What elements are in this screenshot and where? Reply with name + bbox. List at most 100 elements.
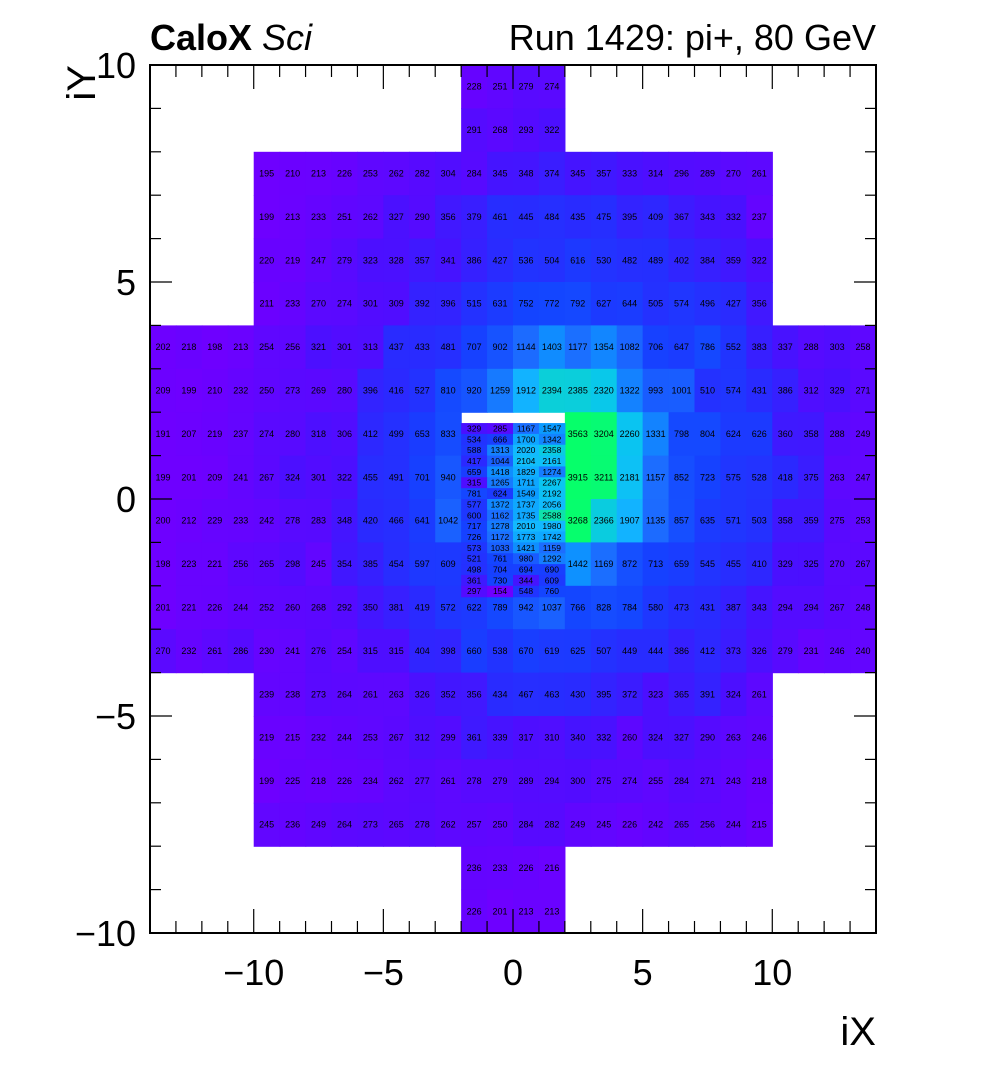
cell-value-label: 218 xyxy=(752,776,767,786)
heatmap-cell xyxy=(772,368,799,413)
heatmap-cell xyxy=(201,325,229,370)
cell-value-label: 279 xyxy=(778,646,793,656)
heatmap-cell xyxy=(746,802,773,847)
cell-value-label: 365 xyxy=(674,689,689,699)
heatmap-cell xyxy=(253,672,281,717)
heatmap-cell xyxy=(616,325,644,370)
heatmap-cell xyxy=(305,499,333,543)
cell-value-label: 286 xyxy=(233,646,248,656)
cell-value-label: 1322 xyxy=(620,386,640,396)
cell-value-label: 232 xyxy=(233,386,248,396)
heatmap-cell xyxy=(461,564,488,576)
cell-value-label: 455 xyxy=(726,559,741,569)
cell-value-label: 659 xyxy=(674,559,689,569)
heatmap-cell xyxy=(590,412,618,457)
heatmap-cell xyxy=(305,325,333,370)
cell-value-label: 2366 xyxy=(594,516,614,526)
heatmap-cell xyxy=(435,325,462,370)
cell-value-label: 216 xyxy=(544,863,559,873)
heatmap-cell xyxy=(590,368,618,413)
cell-value-label: 265 xyxy=(259,559,274,569)
heatmap-cell xyxy=(538,759,566,804)
heatmap-cell xyxy=(694,629,722,674)
heatmap-cell xyxy=(357,368,384,413)
heatmap-cell xyxy=(435,672,462,717)
cell-value-label: 1259 xyxy=(490,386,510,396)
cell-value-label: 301 xyxy=(363,299,378,309)
cell-value-label: 2267 xyxy=(542,478,561,488)
cell-value-label: 326 xyxy=(415,689,430,699)
cell-value-label: 387 xyxy=(726,603,741,613)
heatmap-cell xyxy=(538,889,566,934)
cell-value-label: 226 xyxy=(337,169,352,179)
heatmap-cell xyxy=(409,802,436,847)
cell-value-label: 312 xyxy=(415,733,430,743)
heatmap-cell xyxy=(746,672,773,717)
cell-value-label: 402 xyxy=(674,255,689,265)
x-tick-label: 0 xyxy=(503,952,523,993)
heatmap-cell xyxy=(461,195,488,240)
cell-value-label: 233 xyxy=(493,863,508,873)
heatmap-cell xyxy=(253,282,281,326)
cell-value-label: 236 xyxy=(285,820,300,830)
cell-value-label: 1907 xyxy=(620,516,640,526)
heatmap-cell xyxy=(772,412,799,457)
cell-value-label: 419 xyxy=(415,603,430,613)
cell-value-label: 1177 xyxy=(568,342,587,352)
cell-value-label: 1354 xyxy=(594,342,614,352)
heatmap-cell xyxy=(513,444,540,457)
heatmap-cell xyxy=(720,325,747,370)
heatmap-cell xyxy=(642,716,670,760)
heatmap-cell xyxy=(642,542,670,587)
cell-value-label: 237 xyxy=(233,429,248,439)
heatmap-cell xyxy=(175,455,203,500)
cell-value-label: 249 xyxy=(311,820,326,830)
cell-value-label: 503 xyxy=(752,516,767,526)
cell-value-label: 228 xyxy=(467,82,482,92)
cell-value-label: 267 xyxy=(856,559,871,569)
cell-value-label: 386 xyxy=(467,255,482,265)
heatmap-cell xyxy=(746,759,773,804)
heatmap-cell xyxy=(357,716,384,760)
heatmap-cell xyxy=(461,520,488,533)
heatmap-cell xyxy=(538,716,566,760)
heatmap-cell xyxy=(694,455,722,500)
cell-value-label: 293 xyxy=(518,125,533,135)
cell-value-label: 437 xyxy=(389,342,404,352)
heatmap-cell xyxy=(175,325,203,370)
cell-value-label: 297 xyxy=(467,586,481,596)
y-tick-label: 10 xyxy=(96,45,136,86)
cell-value-label: 341 xyxy=(441,255,456,265)
cell-value-label: 258 xyxy=(856,342,871,352)
heatmap-cell xyxy=(538,585,566,598)
cell-value-label: 418 xyxy=(778,472,793,482)
cell-value-label: 1829 xyxy=(516,467,535,477)
heatmap-cell xyxy=(746,499,773,543)
cell-value-label: 726 xyxy=(467,532,481,542)
heatmap-cell xyxy=(253,585,281,630)
cell-value-label: 269 xyxy=(311,386,326,396)
heatmap-cell xyxy=(513,455,540,468)
cell-value-label: 852 xyxy=(674,472,689,482)
cell-value-label: 2192 xyxy=(542,489,561,499)
cell-value-label: 1342 xyxy=(542,434,561,444)
cell-value-label: 219 xyxy=(207,429,222,439)
cell-value-label: 348 xyxy=(518,169,533,179)
heatmap-cell xyxy=(383,151,410,196)
heatmap-cell xyxy=(461,531,488,543)
cell-value-label: 213 xyxy=(518,906,533,916)
heatmap-cell xyxy=(668,716,696,760)
cell-value-label: 248 xyxy=(856,603,871,613)
cell-value-label: 260 xyxy=(285,603,300,613)
cell-value-label: 225 xyxy=(285,776,300,786)
cell-value-label: 329 xyxy=(467,423,481,433)
cell-value-label: 360 xyxy=(778,429,793,439)
heatmap-cell xyxy=(850,499,877,543)
heatmap-cell xyxy=(409,716,436,760)
cell-value-label: 434 xyxy=(493,689,508,699)
cell-value-label: 239 xyxy=(259,689,274,699)
heatmap-cell xyxy=(538,108,566,153)
cell-value-label: 624 xyxy=(726,429,741,439)
cell-value-label: 772 xyxy=(544,299,559,309)
heatmap-cell xyxy=(824,412,851,457)
